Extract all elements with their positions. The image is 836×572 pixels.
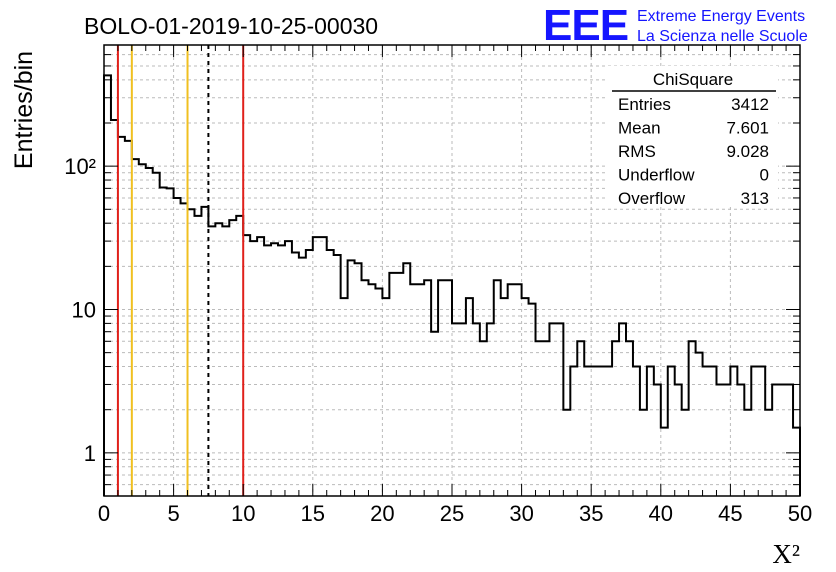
- x-tick-label: 30: [509, 501, 533, 526]
- stats-value: 0: [760, 166, 769, 185]
- stats-label: Overflow: [618, 189, 686, 208]
- x-tick-label: 50: [788, 501, 812, 526]
- x-tick-label: 45: [718, 501, 742, 526]
- stats-title: ChiSquare: [653, 70, 733, 89]
- marker-lines: [116, 45, 245, 496]
- eee-logo: EEE Extreme Energy Events La Scienza nel…: [543, 1, 808, 50]
- x-tick-label: 0: [98, 501, 110, 526]
- stats-box: ChiSquare Entries 3412 Mean 7.601 RMS 9.028 Un…: [608, 66, 778, 208]
- logo-line-2: La Scienza nelle Scuole: [637, 28, 808, 45]
- stats-value: 7.601: [726, 119, 769, 138]
- x-tick-label: 15: [301, 501, 325, 526]
- stats-rows: Entries 3412 Mean 7.601 RMS 9.028 Underflow 0 Ov…: [618, 95, 769, 208]
- chart-title: BOLO-01-2019-10-25-00030: [84, 13, 378, 39]
- x-tick-label: 20: [370, 501, 394, 526]
- stats-label: RMS: [618, 142, 656, 161]
- x-tick-label: 40: [649, 501, 673, 526]
- x-tick-label: 10: [231, 501, 255, 526]
- y-axis-label: Entries/bin: [10, 51, 38, 169]
- x-tick-label: 35: [579, 501, 603, 526]
- grid: [104, 45, 800, 496]
- y-tick-label: 10²: [64, 154, 96, 179]
- x-tick-label: 5: [167, 501, 179, 526]
- x-axis-label: X²: [772, 539, 800, 569]
- x-tick-label: 25: [440, 501, 464, 526]
- stats-label: Entries: [618, 95, 671, 114]
- stats-value: 313: [741, 189, 769, 208]
- axes: 0 5 10 15 20 25 30 35 40 45 50 1 10 10²: [64, 44, 812, 526]
- y-tick-label: 10: [72, 297, 96, 322]
- eee-logo-mark: EEE: [543, 1, 628, 50]
- stats-value: 3412: [731, 95, 769, 114]
- stats-label: Mean: [618, 119, 661, 138]
- stats-value: 9.028: [726, 142, 769, 161]
- stats-label: Underflow: [618, 166, 695, 185]
- logo-line-1: Extreme Energy Events: [637, 8, 805, 25]
- y-tick-label: 1: [84, 441, 96, 466]
